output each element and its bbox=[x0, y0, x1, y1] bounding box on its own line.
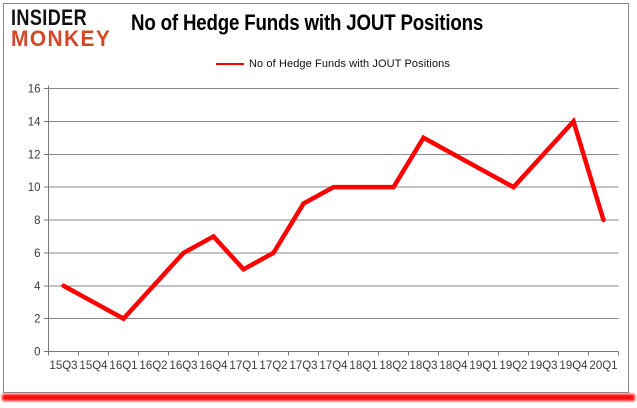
svg-text:4: 4 bbox=[34, 281, 41, 293]
svg-text:18Q4: 18Q4 bbox=[439, 360, 468, 372]
legend: No of Hedge Funds with JOUT Positions bbox=[48, 56, 618, 72]
svg-text:19Q4: 19Q4 bbox=[559, 360, 588, 372]
logo-monkey-text: MONKEY bbox=[11, 25, 112, 51]
svg-text:18Q2: 18Q2 bbox=[379, 360, 407, 372]
chart-title: No of Hedge Funds with JOUT Positions bbox=[131, 10, 484, 35]
svg-text:15Q3: 15Q3 bbox=[49, 360, 77, 372]
svg-text:19Q3: 19Q3 bbox=[529, 360, 557, 372]
svg-text:19Q2: 19Q2 bbox=[499, 360, 527, 372]
svg-text:16: 16 bbox=[28, 84, 41, 96]
svg-text:18Q3: 18Q3 bbox=[409, 360, 437, 372]
svg-text:16Q1: 16Q1 bbox=[109, 360, 137, 372]
svg-text:12: 12 bbox=[28, 149, 41, 161]
svg-text:17Q1: 17Q1 bbox=[229, 360, 257, 372]
svg-text:15Q4: 15Q4 bbox=[79, 360, 108, 372]
svg-text:16Q2: 16Q2 bbox=[139, 360, 167, 372]
legend-label: No of Hedge Funds with JOUT Positions bbox=[249, 58, 450, 70]
insider-monkey-logo: INSIDER MONKEY bbox=[11, 5, 117, 51]
svg-text:19Q1: 19Q1 bbox=[469, 360, 497, 372]
svg-text:6: 6 bbox=[34, 248, 40, 260]
svg-text:16Q3: 16Q3 bbox=[169, 360, 197, 372]
svg-text:17Q4: 17Q4 bbox=[319, 360, 348, 372]
svg-text:0: 0 bbox=[34, 347, 40, 359]
svg-text:20Q1: 20Q1 bbox=[589, 360, 617, 372]
legend-line-icon bbox=[216, 62, 244, 66]
svg-text:8: 8 bbox=[34, 215, 40, 227]
svg-text:14: 14 bbox=[28, 116, 41, 128]
svg-text:10: 10 bbox=[28, 182, 41, 194]
svg-text:17Q2: 17Q2 bbox=[259, 360, 287, 372]
svg-text:2: 2 bbox=[34, 314, 40, 326]
svg-text:17Q3: 17Q3 bbox=[289, 360, 317, 372]
svg-text:18Q1: 18Q1 bbox=[349, 360, 377, 372]
red-bottom-glow bbox=[2, 394, 635, 401]
svg-text:16Q4: 16Q4 bbox=[199, 360, 228, 372]
logo-insider-text: INSIDER bbox=[11, 5, 88, 30]
